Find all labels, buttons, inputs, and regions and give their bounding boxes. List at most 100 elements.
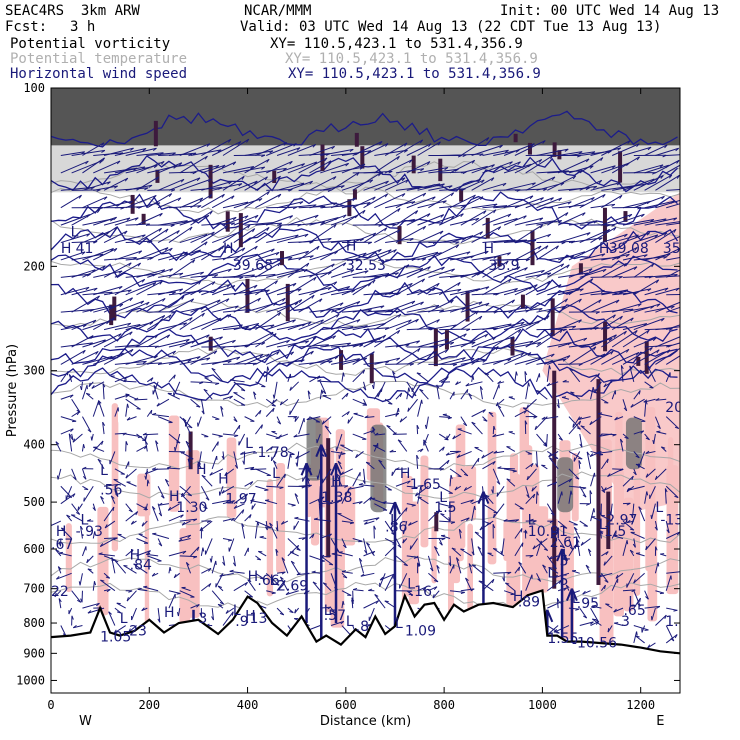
wind-vector-head <box>585 187 590 191</box>
wind-vector <box>114 300 144 313</box>
wind-vector <box>465 381 483 387</box>
wind-vector <box>492 468 501 485</box>
wind-vector-head <box>226 298 230 303</box>
wind-vector <box>547 355 571 365</box>
wind-vector <box>179 416 193 429</box>
wind-vector <box>80 526 83 539</box>
wind-vector <box>71 468 77 480</box>
wind-vector <box>265 521 268 531</box>
wind-vector-head <box>580 541 584 546</box>
wind-vector-head <box>635 635 640 638</box>
wind-vector-head <box>472 375 475 380</box>
pv-bar <box>527 142 532 155</box>
wind-vector <box>255 297 286 313</box>
wind-vector <box>211 455 218 470</box>
wind-vector <box>212 356 240 365</box>
wind-vector-head <box>319 298 323 303</box>
wind-vector <box>482 213 512 226</box>
wind-vector <box>417 266 445 278</box>
wind-vector-head <box>350 269 355 273</box>
wind-vector-head <box>543 548 548 552</box>
wind-vector <box>285 590 299 596</box>
pv-bar <box>320 144 325 171</box>
wind-vector <box>351 597 354 609</box>
wind-vector-head <box>72 493 76 498</box>
contour-annotation: L <box>324 603 332 619</box>
wind-vector-head <box>264 176 268 181</box>
wind-vector <box>82 230 111 244</box>
wind-vector-head <box>72 624 77 629</box>
wind-vector-head <box>442 446 445 451</box>
wind-vector <box>536 328 563 348</box>
wind-vector <box>222 433 239 436</box>
wind-vector <box>495 398 505 407</box>
wind-vector <box>622 254 648 261</box>
wind-vector <box>365 461 375 470</box>
wind-vector-head <box>593 220 598 224</box>
wind-vector <box>136 538 149 544</box>
wind-vector-head <box>652 172 657 175</box>
wind-vector-head <box>81 251 86 255</box>
wind-vector <box>104 167 138 174</box>
wind-vector-head <box>294 302 299 306</box>
wind-vector-head <box>341 570 346 573</box>
wind-vector-head <box>118 333 122 338</box>
wind-vector <box>598 572 613 578</box>
wind-vector-head <box>434 546 438 550</box>
wind-vector <box>611 156 640 174</box>
wind-vector-head <box>497 380 502 384</box>
wind-vector-head <box>416 424 420 430</box>
wind-vector-head <box>317 499 321 504</box>
wind-vector-head <box>68 433 72 438</box>
wind-vector-head <box>76 511 80 515</box>
wind-vector <box>622 323 647 331</box>
wind-vector <box>103 200 133 209</box>
wind-vector <box>244 466 254 470</box>
wind-vector-head <box>427 213 431 217</box>
wind-vector-head <box>405 264 410 269</box>
wind-vector-head <box>301 537 306 541</box>
wind-vector-head <box>228 181 233 185</box>
wind-vector <box>190 274 218 278</box>
wind-vector <box>266 257 293 261</box>
wind-vector-head <box>270 456 273 461</box>
strong-wind-vector-head <box>330 462 337 476</box>
wind-vector-head <box>655 279 660 284</box>
wind-vector <box>449 555 452 567</box>
wind-vector-head <box>80 525 84 530</box>
wind-vector <box>298 417 305 435</box>
contour-annotation: H <box>223 241 234 257</box>
wind-vector <box>503 352 532 365</box>
wind-vector <box>65 486 73 500</box>
wind-vector-head <box>83 497 85 502</box>
wind-vector-head <box>328 563 333 566</box>
wind-vector <box>287 503 296 506</box>
wind-vector <box>395 555 408 567</box>
wind-vector <box>546 503 555 516</box>
wind-vector-head <box>144 475 147 480</box>
wind-vector-head <box>479 196 484 201</box>
wind-vector <box>136 445 148 452</box>
wind-vector-head <box>402 529 405 535</box>
wind-vector-head <box>598 454 604 456</box>
wind-vector <box>203 388 213 400</box>
wind-vector <box>666 342 680 348</box>
wind-vector-head <box>344 485 349 488</box>
wind-vector <box>93 185 118 191</box>
wind-vector <box>71 411 80 418</box>
wind-vector-head <box>165 228 169 233</box>
wind-vector <box>644 217 677 226</box>
wind-vector-head <box>647 146 652 151</box>
wind-vector <box>363 292 393 296</box>
wind-vector-head <box>540 269 545 274</box>
wind-vector <box>503 590 515 595</box>
strong-wind-vector-head <box>389 501 396 515</box>
wind-vector-head <box>560 263 565 268</box>
wind-vector-head <box>558 220 562 224</box>
wind-vector <box>406 304 440 313</box>
wind-vector <box>374 329 401 348</box>
pv-bar <box>208 164 213 199</box>
wind-vector <box>493 288 518 296</box>
wind-vector-head <box>598 574 603 578</box>
pv-bar <box>497 256 502 267</box>
